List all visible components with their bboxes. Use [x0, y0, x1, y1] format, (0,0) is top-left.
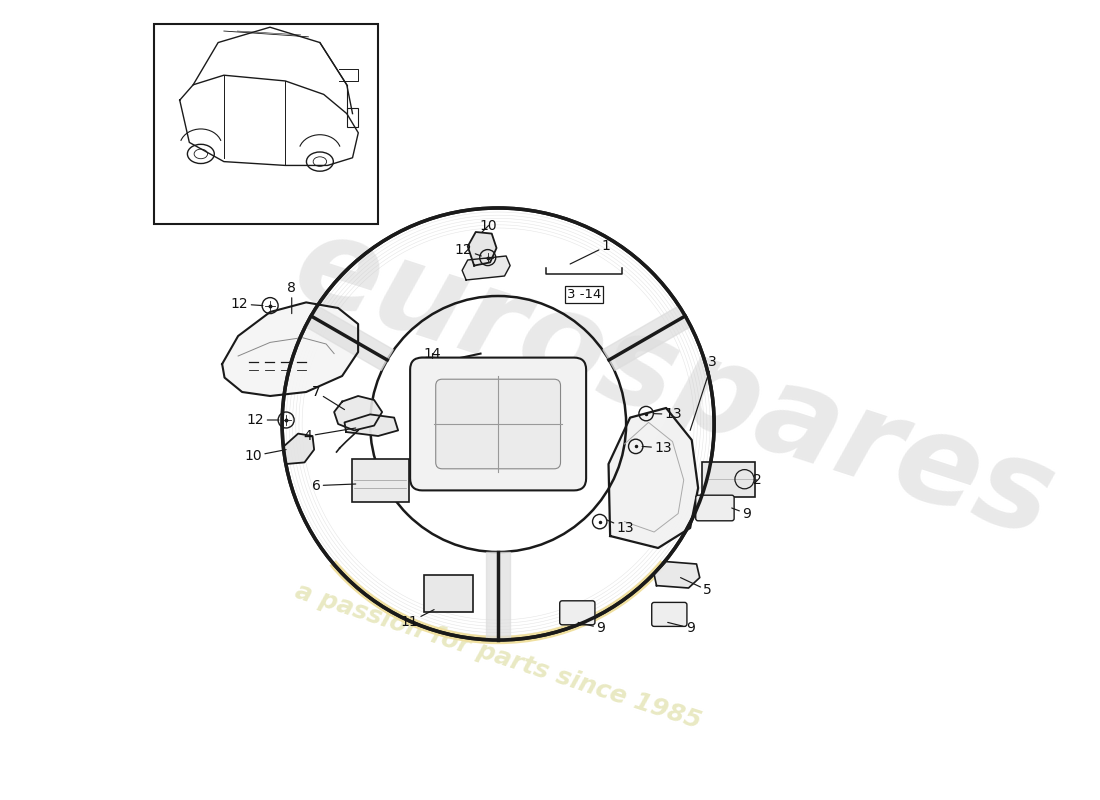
Polygon shape [222, 302, 359, 396]
FancyBboxPatch shape [352, 459, 408, 502]
Polygon shape [608, 408, 698, 548]
Bar [420, 357, 434, 368]
Text: 13: 13 [653, 407, 682, 422]
FancyBboxPatch shape [436, 379, 561, 469]
Text: 9: 9 [668, 621, 694, 635]
FancyBboxPatch shape [651, 602, 686, 626]
Text: 9: 9 [579, 621, 605, 635]
Text: 1: 1 [570, 239, 611, 264]
Polygon shape [305, 306, 394, 370]
Text: 10: 10 [244, 449, 286, 463]
Text: 6: 6 [311, 478, 355, 493]
Text: 11: 11 [400, 610, 434, 630]
Text: 12: 12 [231, 297, 263, 311]
Polygon shape [462, 256, 510, 280]
Polygon shape [486, 552, 510, 640]
Text: a passion for parts since 1985: a passion for parts since 1985 [292, 579, 704, 733]
Text: 2: 2 [752, 473, 761, 487]
Text: 7: 7 [311, 385, 344, 410]
Polygon shape [468, 232, 496, 266]
FancyBboxPatch shape [410, 358, 586, 490]
Text: 3 -14: 3 -14 [566, 288, 602, 301]
Text: 3: 3 [690, 354, 717, 430]
FancyBboxPatch shape [424, 575, 473, 612]
Polygon shape [284, 434, 315, 464]
FancyBboxPatch shape [695, 495, 734, 521]
Polygon shape [344, 414, 398, 436]
FancyBboxPatch shape [560, 601, 595, 625]
Bar [154, 24, 378, 224]
Text: 5: 5 [681, 578, 712, 598]
Bar [346, 108, 359, 127]
Polygon shape [654, 562, 700, 588]
Text: 9: 9 [732, 506, 751, 521]
Text: 12: 12 [246, 413, 279, 427]
Text: 12: 12 [455, 242, 482, 257]
Text: 10: 10 [480, 218, 497, 233]
Text: 13: 13 [607, 520, 634, 535]
Text: eurospares: eurospares [279, 204, 1068, 564]
Text: 8: 8 [287, 281, 296, 314]
Text: 14: 14 [424, 346, 441, 361]
Polygon shape [334, 396, 382, 430]
Text: 4: 4 [304, 428, 355, 443]
FancyBboxPatch shape [702, 462, 755, 497]
Text: 13: 13 [642, 441, 672, 455]
Polygon shape [603, 306, 691, 370]
